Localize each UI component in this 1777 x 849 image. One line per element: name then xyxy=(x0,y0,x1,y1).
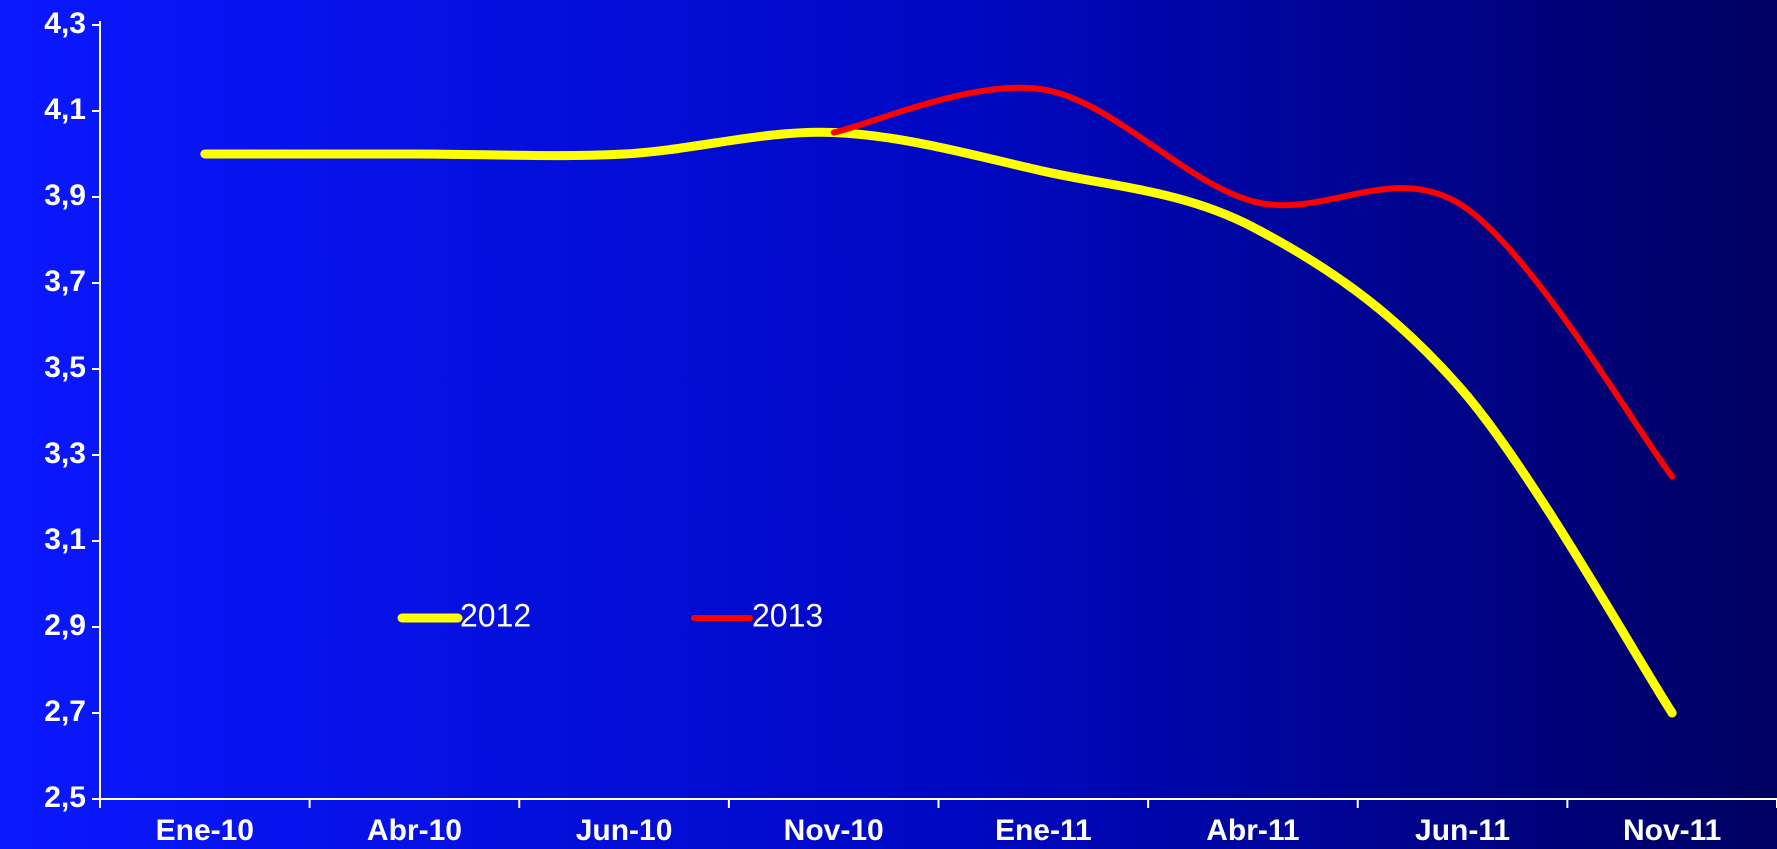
y-tick-label: 2,7 xyxy=(44,695,86,728)
y-tick-label: 3,7 xyxy=(44,265,86,298)
y-tick-label: 3,5 xyxy=(44,351,86,384)
y-tick-label: 2,9 xyxy=(44,609,86,642)
x-tick-label: Ene-10 xyxy=(156,814,254,847)
y-tick-label: 4,3 xyxy=(44,7,86,40)
line-series xyxy=(200,127,1677,718)
y-tick-label: 4,1 xyxy=(44,93,86,126)
line-series xyxy=(830,84,1676,480)
x-tick-label: Jun-11 xyxy=(1415,814,1510,847)
x-tick-label: Jun-10 xyxy=(576,814,673,847)
x-tick-label: Ene-11 xyxy=(995,814,1092,847)
y-tick-label: 3,1 xyxy=(44,523,86,556)
y-tick-label: 2,5 xyxy=(44,781,86,814)
legend-label: 2013 xyxy=(752,597,823,633)
x-tick-label: Nov-10 xyxy=(784,814,884,847)
legend-label: 2012 xyxy=(460,597,531,633)
x-tick-label: Nov-11 xyxy=(1623,814,1721,847)
y-tick-label: 3,9 xyxy=(44,179,86,212)
y-tick-label: 3,3 xyxy=(44,437,86,470)
x-tick-label: Abr-10 xyxy=(367,814,462,847)
x-tick-label: Abr-11 xyxy=(1206,814,1299,847)
